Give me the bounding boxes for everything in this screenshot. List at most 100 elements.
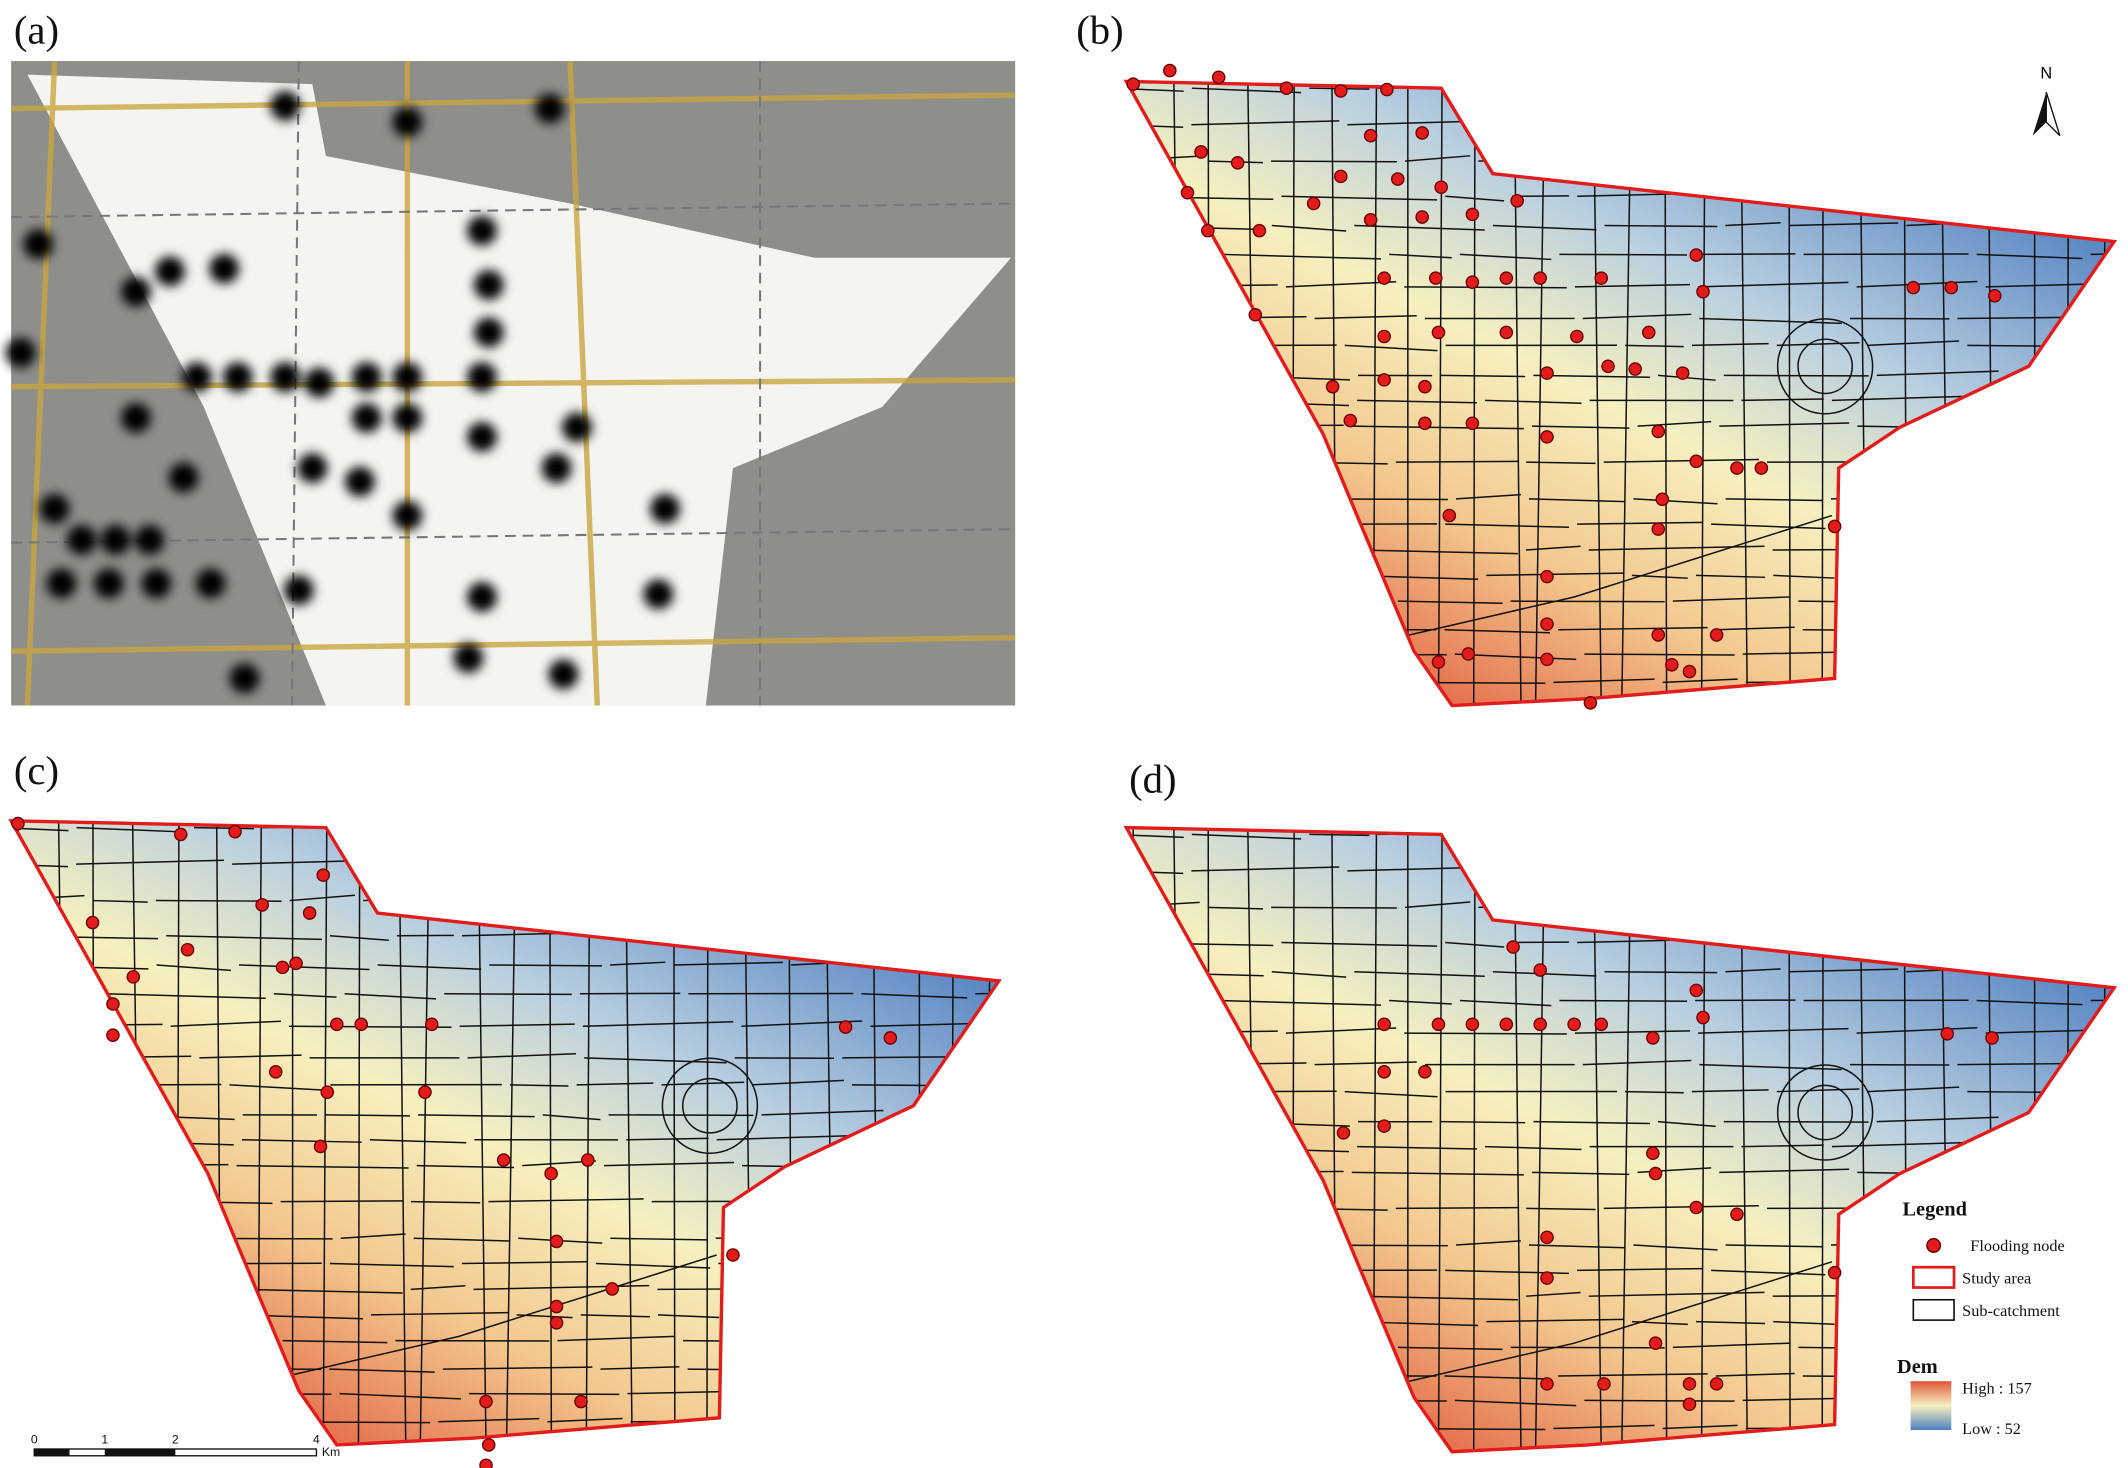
flooding-node: [1665, 658, 1679, 672]
flooding-node: [549, 1316, 564, 1330]
hotspot: [182, 362, 212, 393]
flooding-node: [1730, 1207, 1744, 1222]
flooding-node: [1377, 1017, 1391, 1032]
flooding-node: [1533, 1017, 1548, 1032]
scale-label: 2: [172, 1433, 179, 1447]
flooding-node: [1570, 329, 1584, 344]
flooding-node: [1646, 1146, 1660, 1161]
flooding-node: [1431, 1017, 1446, 1032]
legend-label: Low : 52: [1962, 1419, 2021, 1438]
flooding-node: [106, 1028, 120, 1042]
hotspot: [154, 256, 185, 287]
flooding-node: [1987, 288, 2002, 303]
flooding-node: [275, 960, 290, 975]
legend-title: Legend: [1902, 1199, 1967, 1221]
flooding-node: [1180, 185, 1195, 200]
flooding-node: [1754, 461, 1769, 475]
flooding-node: [1648, 1336, 1663, 1350]
flooding-node: [1431, 325, 1446, 340]
flooding-node: [1675, 366, 1690, 380]
flooding-node: [1377, 373, 1391, 387]
hotspot: [229, 663, 260, 694]
flooding-node: [268, 1065, 283, 1079]
flooding-node: [1583, 696, 1598, 710]
flooding-node: [1510, 194, 1524, 208]
flooding-node: [1428, 271, 1443, 285]
flooding-node: [1126, 77, 1140, 91]
flooding-node: [549, 1234, 564, 1249]
hotspot: [548, 659, 579, 690]
scale-label: 0: [31, 1433, 38, 1447]
hotspot: [453, 643, 484, 673]
legend-symbol: [1912, 1298, 1955, 1321]
flooding-node: [1651, 522, 1666, 536]
flooding-node: [1248, 307, 1263, 322]
hotspot: [121, 402, 151, 433]
north-label: N: [2040, 65, 2052, 83]
flooding-node: [1363, 213, 1378, 227]
legend-label: Study area: [1962, 1268, 2031, 1287]
hotspot: [209, 253, 240, 284]
hotspot: [304, 367, 335, 398]
scale-label: 4: [313, 1433, 320, 1447]
flooding-node: [1461, 647, 1476, 661]
flooding-node: [1689, 454, 1704, 469]
flooding-node: [1651, 424, 1666, 439]
flooding-node: [1377, 329, 1391, 344]
flooding-node: [1499, 1017, 1514, 1032]
flooding-node: [1434, 180, 1448, 195]
flooding-node: [838, 1020, 853, 1034]
flooding-node: [11, 816, 25, 831]
flooding-node: [1431, 655, 1446, 669]
flooding-node: [1194, 145, 1208, 159]
flooding-node: [1985, 1031, 1999, 1045]
flooding-node: [1540, 430, 1554, 444]
flooding-node: [1827, 1265, 1842, 1280]
flooding-node: [1594, 271, 1609, 285]
flooding-node: [1465, 275, 1480, 289]
flooding-node: [605, 1282, 619, 1296]
flooding-node: [1906, 280, 1921, 295]
flooding-node: [1306, 196, 1321, 211]
map-c: [0, 807, 1149, 1458]
legend: Legend Flooding node Study area Sub-catc…: [1897, 1199, 2065, 1438]
legend-symbol: [1926, 1238, 1942, 1253]
hotspot: [534, 93, 565, 124]
flooding-node: [1594, 1017, 1609, 1032]
flooding-node: [1377, 1119, 1391, 1133]
flooding-node: [1682, 1397, 1697, 1412]
hotspot: [134, 525, 165, 555]
flooding-node: [1696, 1010, 1710, 1025]
legend-symbol: [1911, 1265, 1956, 1289]
hotspot: [643, 579, 674, 610]
flooding-node: [1940, 1027, 1955, 1041]
hotspot: [467, 215, 497, 246]
legend-dem-title: Dem: [1897, 1356, 1938, 1378]
flooding-node: [1709, 1377, 1724, 1391]
hotspot: [467, 362, 497, 393]
hotspot: [283, 575, 314, 606]
hotspot: [222, 362, 253, 393]
hotspot: [121, 276, 151, 307]
flooding-node: [479, 1394, 493, 1409]
flooding-node: [1827, 519, 1842, 534]
flooding-node: [1415, 210, 1429, 224]
flooding-node: [1567, 1017, 1581, 1032]
flooding-node: [1230, 156, 1245, 170]
flooding-node: [1689, 248, 1704, 262]
flooding-node: [1343, 413, 1358, 428]
hotspot: [562, 412, 592, 443]
flooding-node: [1418, 416, 1432, 431]
panel-label: (b): [1076, 7, 1123, 52]
hotspot: [46, 568, 77, 599]
flooding-node: [544, 1166, 558, 1181]
flooding-node: [479, 1458, 493, 1468]
flooding-node: [1601, 359, 1615, 374]
flooding-node: [1163, 63, 1177, 78]
scale-unit: Km: [322, 1445, 340, 1459]
flooding-node: [316, 868, 330, 882]
flooding-node: [726, 1248, 740, 1262]
hotspot: [344, 466, 375, 497]
flooding-node: [1499, 325, 1514, 340]
